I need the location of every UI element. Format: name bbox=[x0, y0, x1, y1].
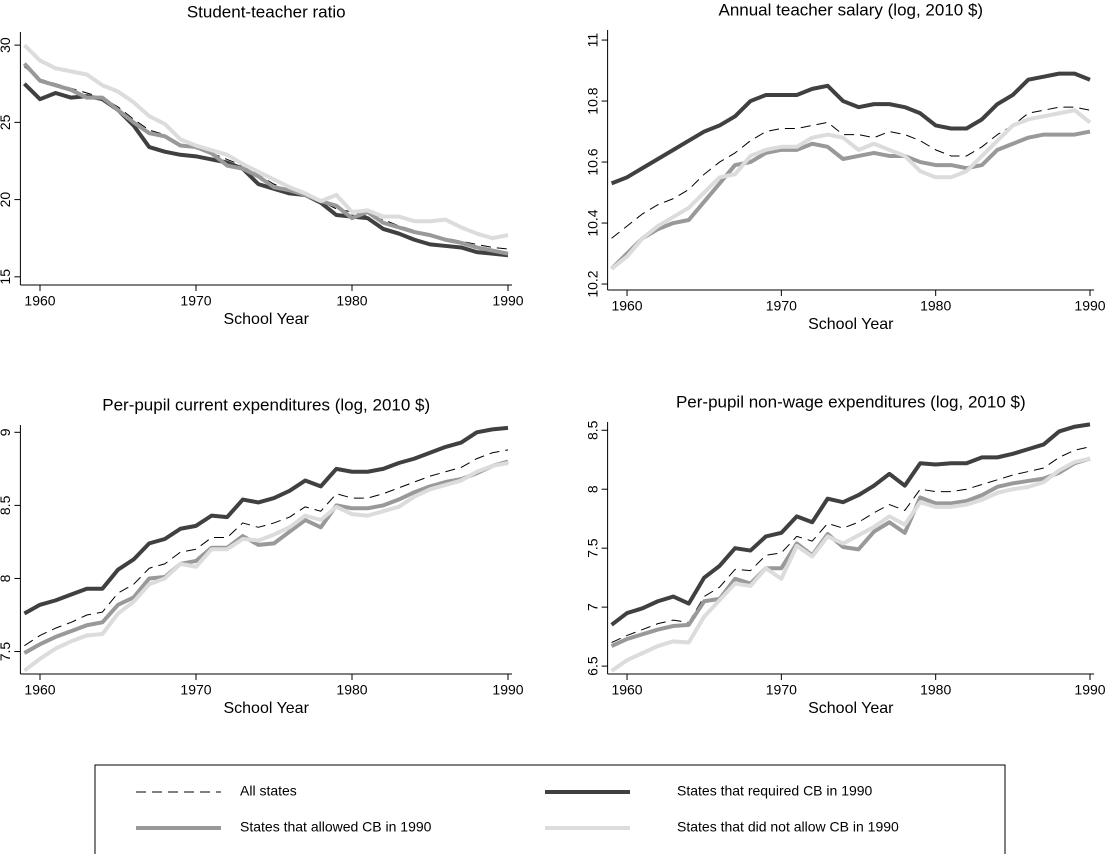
y-tick-label: 10.4 bbox=[584, 209, 600, 236]
x-tick-label: 1970 bbox=[766, 682, 797, 698]
y-tick-label: 6.5 bbox=[584, 656, 600, 676]
series-line bbox=[23, 425, 509, 616]
y-tick-label: 9 bbox=[0, 428, 13, 436]
x-tick-label: 1970 bbox=[180, 293, 211, 309]
legend-label: States that allowed CB in 1990 bbox=[240, 819, 432, 835]
series-line bbox=[22, 43, 509, 241]
y-tick-label: 7.5 bbox=[0, 642, 13, 662]
series-line bbox=[22, 62, 509, 256]
x-axis-label: School Year bbox=[223, 311, 309, 328]
y-tick-label: 11 bbox=[584, 33, 600, 48]
legend-label: States that did not allow CB in 1990 bbox=[677, 819, 899, 835]
y-tick-label: 7.5 bbox=[584, 538, 600, 558]
y-tick-label: 8.5 bbox=[584, 420, 600, 440]
x-tick-label: 1980 bbox=[336, 293, 367, 309]
x-tick-label: 1990 bbox=[492, 682, 523, 698]
series-line bbox=[610, 456, 1091, 673]
y-tick-label: 20 bbox=[0, 192, 13, 208]
x-axis-label: School Year bbox=[808, 316, 894, 333]
x-tick-label: 1970 bbox=[766, 298, 797, 314]
legend-label: All states bbox=[240, 783, 297, 799]
legend-box bbox=[94, 764, 1006, 854]
x-tick-label: 1990 bbox=[1074, 298, 1105, 314]
chart-title: Per-pupil non-wage expenditures (log, 20… bbox=[676, 392, 1026, 411]
y-tick-label: 25 bbox=[0, 114, 13, 130]
y-tick-label: 8 bbox=[584, 485, 600, 493]
series-line bbox=[610, 71, 1091, 186]
x-tick-label: 1980 bbox=[336, 682, 367, 698]
series-line bbox=[24, 449, 509, 647]
x-tick-label: 1960 bbox=[611, 682, 642, 698]
x-axis-label: School Year bbox=[223, 700, 309, 717]
y-tick-label: 8.5 bbox=[0, 495, 13, 515]
x-tick-label: 1960 bbox=[24, 682, 55, 698]
series-line bbox=[610, 108, 1092, 271]
y-tick-label: 15 bbox=[0, 269, 13, 285]
legend-label: States that required CB in 1990 bbox=[677, 783, 873, 799]
y-tick-label: 10.2 bbox=[584, 270, 600, 297]
x-tick-label: 1990 bbox=[492, 293, 523, 309]
x-tick-label: 1990 bbox=[1074, 682, 1105, 698]
y-tick-label: 10.6 bbox=[584, 148, 600, 175]
x-tick-label: 1980 bbox=[920, 682, 951, 698]
x-tick-label: 1970 bbox=[180, 682, 211, 698]
series-line bbox=[610, 456, 1091, 648]
x-tick-label: 1960 bbox=[611, 298, 642, 314]
y-tick-label: 10.8 bbox=[584, 87, 600, 114]
chart-title: Annual teacher salary (log, 2010 $) bbox=[718, 0, 983, 19]
chart-title: Per-pupil current expenditures (log, 201… bbox=[102, 395, 430, 414]
y-tick-label: 7 bbox=[584, 603, 600, 611]
y-tick-label: 8 bbox=[0, 574, 13, 582]
series-line bbox=[610, 129, 1091, 271]
x-tick-label: 1980 bbox=[920, 298, 951, 314]
series-line bbox=[23, 459, 509, 655]
y-tick-label: 30 bbox=[0, 37, 13, 53]
x-axis-label: School Year bbox=[808, 700, 894, 717]
chart-title: Student-teacher ratio bbox=[187, 2, 346, 21]
series-line bbox=[23, 461, 509, 673]
x-tick-label: 1960 bbox=[24, 293, 55, 309]
series-line bbox=[610, 422, 1091, 627]
